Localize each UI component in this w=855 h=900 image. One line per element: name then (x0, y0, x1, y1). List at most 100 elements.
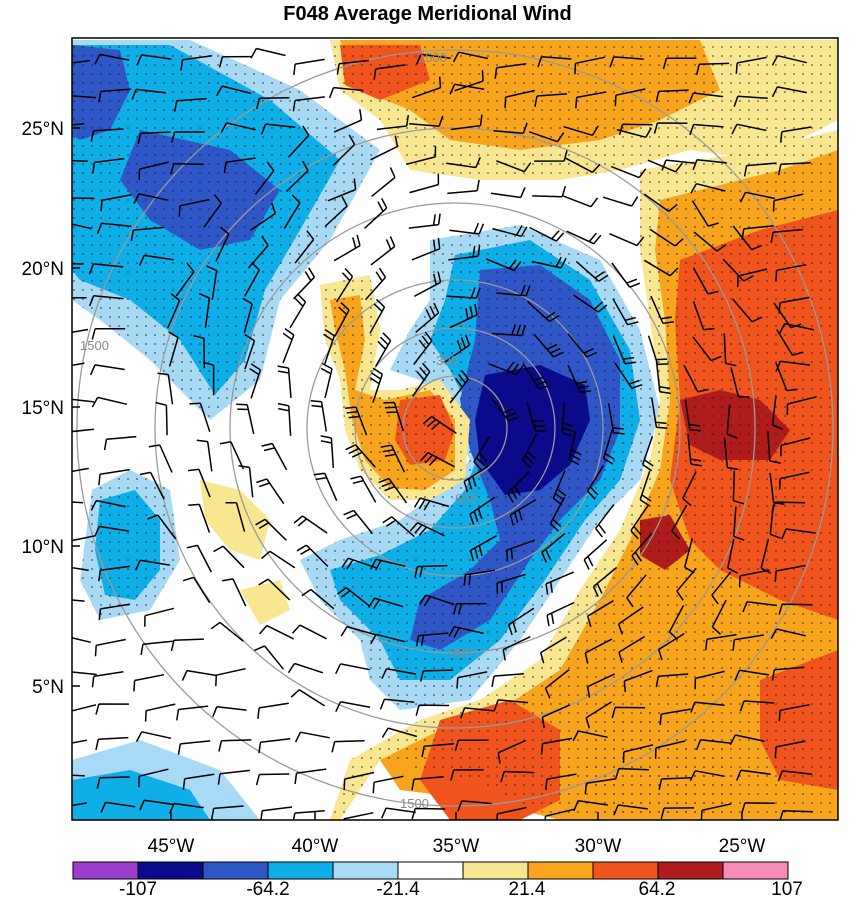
colorbar-box-0 (72, 861, 139, 880)
wind-barb-99 (250, 202, 277, 231)
wind-barb-217 (383, 401, 405, 432)
wind-barb-285 (72, 566, 89, 572)
wind-barb-179 (413, 331, 433, 365)
wind-barb-376 (659, 708, 691, 726)
wind-barb-325 (140, 640, 173, 656)
wind-barb-110 (693, 231, 727, 252)
lat-label-20n: 20°N (22, 259, 64, 280)
wind-barb-364 (176, 705, 209, 721)
wind-barb-269 (188, 503, 211, 533)
wind-barb-43 (260, 123, 296, 135)
wind-barb-25 (292, 96, 325, 112)
wind-barb-382 (135, 731, 172, 742)
wind-barb-385 (258, 737, 291, 754)
wind-barb-367 (290, 689, 326, 707)
wind-barb-315 (507, 607, 535, 636)
wind-barb-381 (95, 736, 129, 751)
wind-barb-407 (372, 775, 404, 794)
wind-barb-181 (488, 361, 524, 376)
wind-barb-18 (771, 54, 807, 66)
wind-barb-74 (743, 162, 777, 177)
wind-barb-318 (617, 606, 644, 635)
wind-barb-51 (616, 127, 652, 139)
wind-barb-68 (534, 150, 568, 162)
wind-barb-53 (653, 122, 688, 134)
map-plot-area: 300 600 900 1500 1500 1500 (72, 38, 838, 820)
wind-barb-313 (419, 594, 455, 607)
wind-barb-427 (411, 807, 446, 820)
wind-barb-358 (694, 670, 725, 690)
wind-barb-192 (157, 372, 174, 405)
wind-barb-5 (250, 47, 286, 59)
wind-barb-59 (138, 161, 169, 181)
wind-barb-130 (722, 258, 754, 282)
wind-barb-309 (258, 578, 291, 601)
wind-barb-127 (611, 262, 641, 288)
wind-barb-237 (420, 452, 455, 468)
wind-barb-247 (72, 501, 84, 504)
wind-barb-3 (180, 55, 213, 71)
wind-barb-23 (216, 85, 252, 97)
wind-barb-30 (504, 89, 535, 109)
wind-barb-33 (614, 88, 646, 107)
wind-barb-262 (671, 504, 688, 540)
wind-barb-187 (730, 367, 750, 398)
lon-label-25w: 25°W (719, 836, 766, 857)
wind-barb-86 (490, 187, 526, 199)
wind-barb-186 (683, 364, 709, 393)
wind-barb-221 (568, 430, 582, 466)
wind-barb-293 (370, 558, 406, 571)
wind-barb-394 (622, 744, 654, 763)
wind-barb-266 (72, 534, 96, 542)
map-frame (71, 37, 839, 821)
wind-barb-175 (244, 333, 256, 370)
wind-barb-360 (771, 666, 805, 681)
wind-barb-212 (189, 402, 211, 433)
colorbar-box-9 (657, 861, 724, 880)
wind-barb-329 (291, 624, 327, 640)
wind-barb-178 (374, 332, 392, 367)
wind-barb-417 (777, 770, 813, 782)
wind-barb-62 (287, 125, 310, 158)
wind-barb-275 (409, 522, 445, 537)
wind-barb-366 (257, 702, 289, 719)
wind-barb-49 (528, 131, 565, 143)
wind-barb-120 (333, 234, 361, 262)
wind-barb-136 (206, 265, 218, 301)
wind-barb-35 (688, 92, 724, 104)
wind-barb-73 (692, 158, 727, 171)
wind-barb-24 (255, 96, 290, 110)
wind-barb-249 (139, 471, 165, 500)
wind-barb-146 (612, 298, 639, 326)
wind-barb-129 (692, 267, 719, 295)
wind-barb-201 (526, 401, 547, 432)
wind-barb-304 (72, 599, 85, 602)
wind-barb-279 (583, 539, 608, 570)
wind-barb-69 (565, 157, 601, 173)
wind-barb-109 (649, 228, 684, 247)
wind-barb-131 (736, 268, 768, 288)
wind-barb-373 (541, 704, 571, 729)
wind-barb-388 (381, 727, 418, 738)
wind-barb-92 (690, 182, 726, 194)
wind-barb-159 (369, 298, 386, 334)
wind-barb-167 (692, 336, 722, 362)
wind-barb-400 (96, 776, 130, 789)
wind-barb-55 (731, 123, 767, 135)
wind-barb-48 (493, 122, 528, 135)
wind-barb-151 (778, 296, 810, 314)
wind-barb-277 (505, 539, 536, 562)
wind-barb-324 (94, 638, 126, 657)
wind-barb-420 (139, 799, 175, 811)
wind-barb-306 (144, 607, 175, 627)
wind-barb-340 (732, 634, 764, 651)
wind-barb-148 (692, 301, 715, 331)
wind-barb-225 (723, 437, 739, 471)
wind-barb-348 (287, 662, 324, 674)
wind-barb-7 (336, 59, 369, 75)
ring-label-1500: 1500 (418, 50, 447, 65)
wind-barb-149 (732, 298, 763, 323)
wind-barb-144 (526, 300, 560, 323)
colorbar: -107 -64.2 -21.4 21.4 64.2 107 (72, 861, 803, 900)
wind-barb-300 (676, 567, 697, 601)
